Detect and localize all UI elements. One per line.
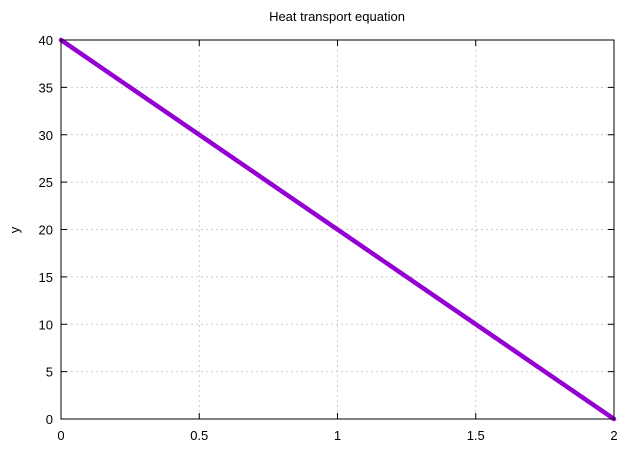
y-tick-label: 0 xyxy=(46,412,53,427)
series-line xyxy=(58,37,617,422)
y-tick-label: 25 xyxy=(39,175,53,190)
plot-frame xyxy=(60,39,615,420)
y-tick-label: 40 xyxy=(39,33,53,48)
y-tick-labels: 0 5 10 15 20 25 30 35 40 xyxy=(39,33,53,427)
x-tick-labels: 0 0.5 1 1.5 2 xyxy=(57,428,617,443)
x-tick-label: 1 xyxy=(334,428,341,443)
x-tick-label: 1.5 xyxy=(467,428,485,443)
y-tick-label: 30 xyxy=(39,128,53,143)
chart-title: Heat transport equation xyxy=(269,9,405,24)
x-tick-label: 0.5 xyxy=(190,428,208,443)
y-tick-label: 5 xyxy=(46,365,53,380)
y-tick-label: 15 xyxy=(39,270,53,285)
x-tick-label: 0 xyxy=(57,428,64,443)
y-tick-label: 20 xyxy=(39,223,53,238)
series-group xyxy=(58,37,617,422)
y-tick-label: 10 xyxy=(39,317,53,332)
x-tick-label: 2 xyxy=(610,428,617,443)
y-tick-label: 35 xyxy=(39,80,53,95)
y-axis-label: y xyxy=(7,226,22,233)
